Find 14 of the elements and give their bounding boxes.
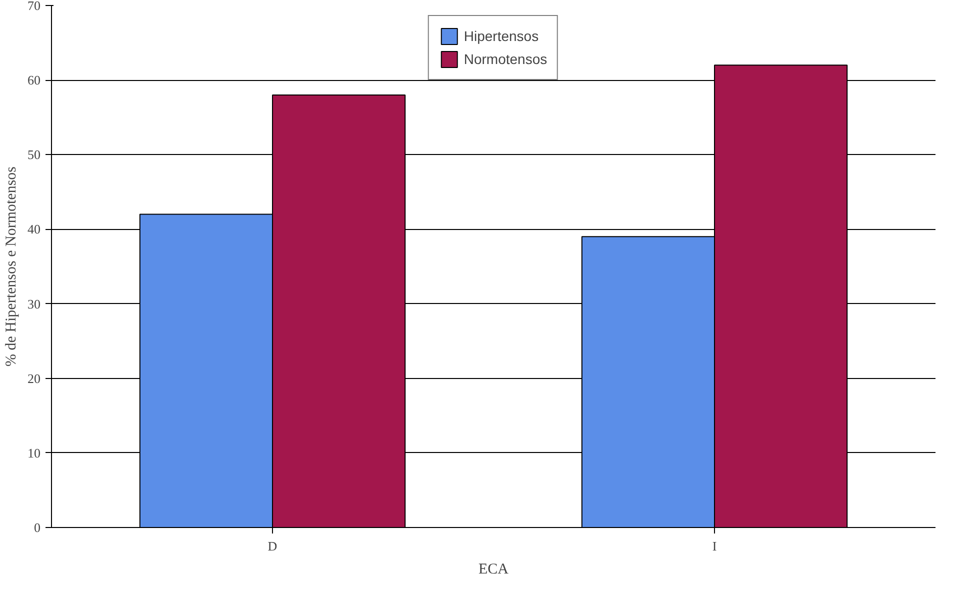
y-tick-label: 20 (28, 370, 40, 386)
x-axis-title: ECA (478, 562, 509, 578)
y-tick-label: 40 (28, 222, 40, 237)
x-tick-label: D (268, 538, 278, 554)
y-tick-label: 0 (34, 520, 40, 535)
y-tick-label: 30 (28, 296, 40, 312)
y-axis-title: % de Hipertensos e Normotensos (4, 166, 20, 366)
y-tick-label: 60 (28, 72, 40, 88)
x-tick-label: I (712, 538, 717, 554)
y-tick-label: 70 (28, 0, 40, 13)
legend-label: Normotensos (464, 51, 548, 67)
legend-label: Hipertensos (464, 28, 539, 44)
y-tick-label: 50 (28, 147, 40, 162)
y-tick-label: 10 (28, 445, 40, 460)
